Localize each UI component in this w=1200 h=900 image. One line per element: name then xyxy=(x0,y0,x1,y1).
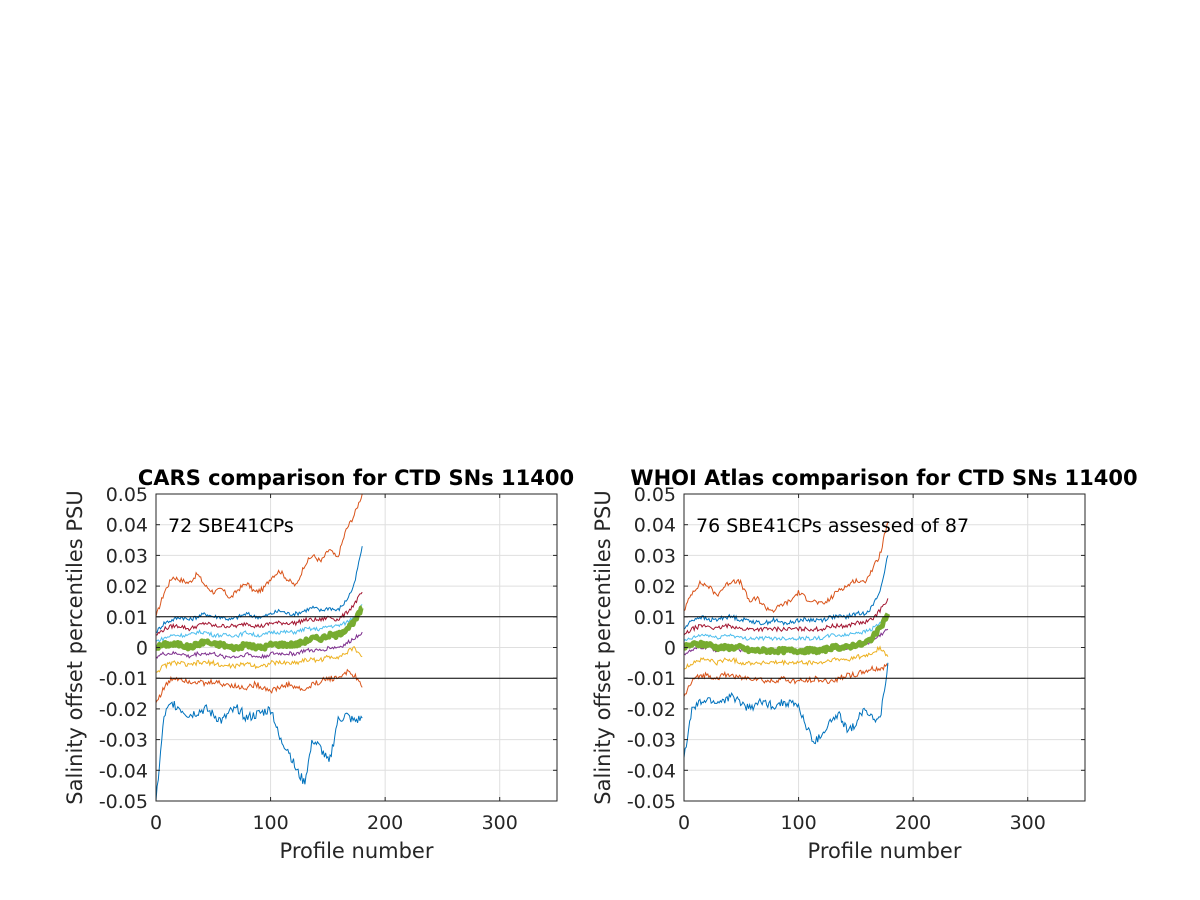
x-axis-label: Profile number xyxy=(808,839,962,863)
y-tick-label: -0.03 xyxy=(99,730,148,752)
y-tick-label: 0.05 xyxy=(634,484,676,506)
chart-panel-2: 0 100 200 300 -0.05 -0.04 -0.03 -0.02 -0.01 0 0.01… xyxy=(591,466,1138,863)
percentile-line-8 xyxy=(156,668,363,704)
data-layer xyxy=(684,521,891,759)
y-tick-label: 0.04 xyxy=(106,515,148,537)
y-tick-label: -0.02 xyxy=(99,699,148,721)
y-tick-label: 0.03 xyxy=(106,545,148,567)
percentile-line-1 xyxy=(684,521,889,613)
float-count-annotation: 76 SBE41CPs assessed of 87 xyxy=(696,515,969,537)
chart-panel-1: 0 100 200 300 -0.05 -0.04 -0.03 -0.02 -0.01 0 0.01… xyxy=(63,466,574,863)
x-axis-label: Profile number xyxy=(280,839,434,863)
x-tick-label: 0 xyxy=(678,812,690,834)
y-tick-label: 0.02 xyxy=(634,576,676,598)
percentile-line-4 xyxy=(684,613,889,642)
y-tick-label: 0.04 xyxy=(634,515,676,537)
y-tick-label: -0.03 xyxy=(627,730,676,752)
y-tick-label: -0.01 xyxy=(627,668,676,690)
y-tick-label: 0.05 xyxy=(106,484,148,506)
data-layer xyxy=(156,494,364,801)
percentile-line-3 xyxy=(684,598,889,636)
y-tick-label: 0 xyxy=(664,638,676,660)
percentile-line-3 xyxy=(156,591,363,636)
y-tick-label: 0.01 xyxy=(106,607,148,629)
x-tick-label: 100 xyxy=(780,812,816,834)
x-tick-label: 300 xyxy=(482,812,518,834)
percentile-line-7 xyxy=(684,663,889,697)
y-axis-label: Salinity offset percentiles PSU xyxy=(63,490,87,804)
percentile-line-7 xyxy=(156,646,363,673)
y-tick-label: 0.03 xyxy=(634,545,676,567)
median-thick-line xyxy=(156,605,364,653)
y-tick-label: -0.05 xyxy=(99,791,148,813)
y-tick-label: -0.02 xyxy=(627,699,676,721)
y-tick-label: 0.02 xyxy=(106,576,148,598)
x-tick-label: 300 xyxy=(1010,812,1046,834)
float-count-annotation: 72 SBE41CPs xyxy=(168,515,294,537)
percentile-line-6 xyxy=(684,645,889,670)
y-tick-label: -0.05 xyxy=(627,791,676,813)
percentile-line-8 xyxy=(684,662,889,759)
percentile-line-1 xyxy=(156,494,363,617)
percentile-line-2 xyxy=(684,555,889,630)
y-tick-label: 0.01 xyxy=(634,607,676,629)
y-axis-label: Salinity offset percentiles PSU xyxy=(591,490,615,804)
x-tick-label: 0 xyxy=(150,812,162,834)
percentile-line-9 xyxy=(156,701,363,801)
y-tick-label: -0.01 xyxy=(99,668,148,690)
percentile-line-6 xyxy=(156,631,363,660)
median-thick-line xyxy=(684,612,891,656)
chart-title: CARS comparison for CTD SNs 11400 xyxy=(138,466,574,490)
percentile-line-4 xyxy=(156,604,363,643)
x-tick-label: 200 xyxy=(367,812,403,834)
y-tick-label: 0 xyxy=(136,638,148,660)
y-tick-label: -0.04 xyxy=(99,760,148,782)
x-tick-label: 100 xyxy=(252,812,288,834)
chart-title: WHOI Atlas comparison for CTD SNs 11400 xyxy=(630,466,1137,490)
x-tick-label: 200 xyxy=(895,812,931,834)
y-tick-label: -0.04 xyxy=(627,760,676,782)
